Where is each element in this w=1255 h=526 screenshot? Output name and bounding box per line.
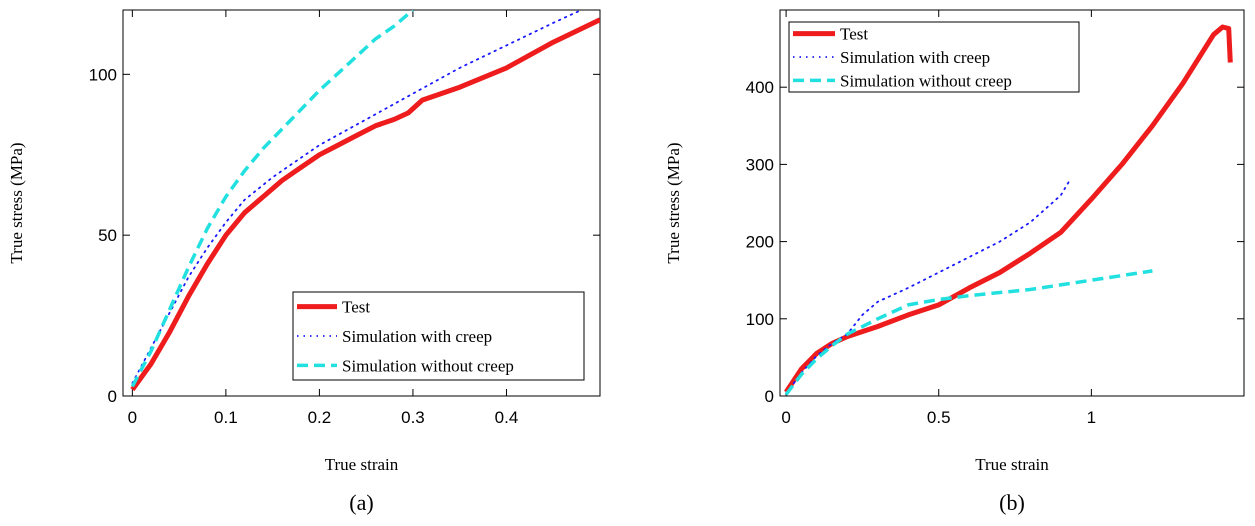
series-line-simulation-without-creep [784,269,1153,396]
y-tick-label: 100 [89,65,117,84]
x-tick-label: 1 [1087,408,1096,427]
y-tick-label: 400 [746,78,774,97]
x-axis-title: True strain [325,455,399,474]
chart-a: 0 0.1 0.2 0.3 0.4 0 50 100 True strain True stres… [7,9,601,515]
x-tick-label: 0 [128,408,137,427]
legend-entry: Simulation without creep [342,356,514,375]
y-tick-label: 0 [765,387,774,406]
x-tick-label: 0 [781,408,790,427]
legend-box [292,291,585,381]
series-line-simulation-with-creep [785,178,1071,395]
series-group [130,10,600,392]
x-tick-label: 0.3 [401,408,425,427]
y-axis-title: True stress (MPa) [664,142,683,263]
panel-label: (b) [999,490,1025,515]
legend-entry: Test [342,298,370,317]
y-tick-label: 200 [746,233,774,252]
y-tick-label: 100 [746,310,774,329]
legend-entry: Test [840,25,868,44]
plot-frame [122,9,601,397]
y-tick-label: 300 [746,155,774,174]
legend-box [788,21,1080,93]
series-line-simulation-with-creep [131,10,583,385]
series-group [784,24,1233,396]
series-line-test [130,17,600,392]
legend-entry: Simulation with creep [342,327,492,346]
series-line-simulation-without-creep [130,10,415,388]
y-axis-title: True stress (MPa) [7,142,26,263]
legend-entry: Simulation with creep [840,48,990,67]
x-tick-label: 0.1 [214,408,238,427]
y-tick-label: 0 [108,387,117,406]
x-tick-label: 0.4 [495,408,519,427]
legend-entry: Simulation without creep [840,71,1012,90]
y-tick-label: 50 [98,226,117,245]
legend: Test Simulation with creep Simulation with… [292,291,585,381]
x-axis-title: True strain [975,455,1049,474]
x-tick-label: 0.2 [308,408,332,427]
chart-b: 0 0.5 1 0 100 200 300 400 True strain True stress… [664,9,1245,515]
panel-label: (a) [349,490,373,515]
x-tick-label: 0.5 [927,408,951,427]
legend: Test Simulation with creep Simulation with… [788,21,1080,93]
plot-frame [779,9,1245,397]
